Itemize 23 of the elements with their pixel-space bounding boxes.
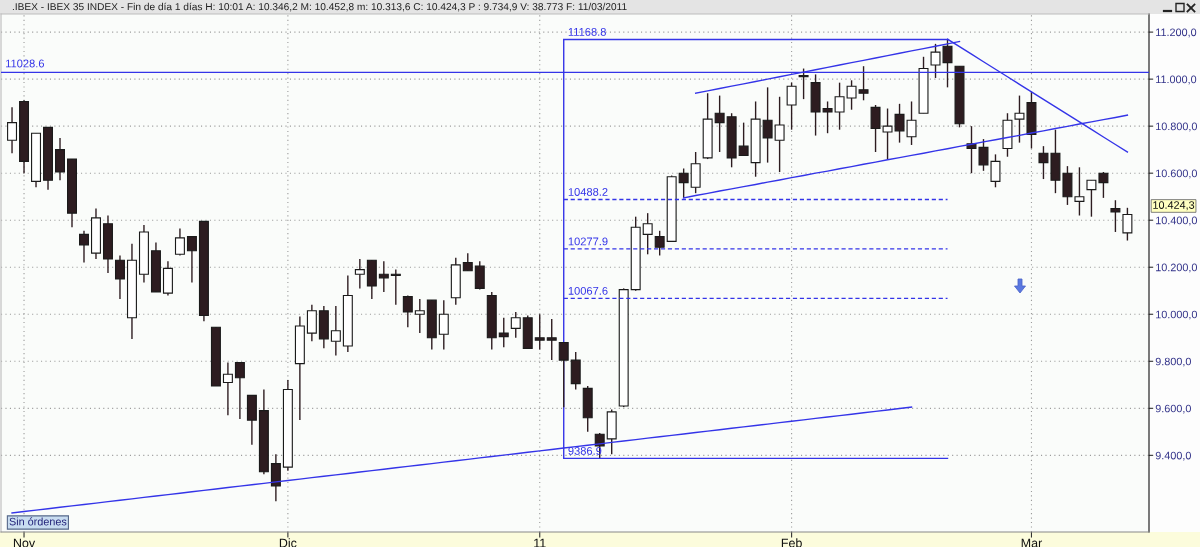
ref-line-label: 11028.6 <box>6 59 45 68</box>
x-tick-label: Dic <box>279 538 297 547</box>
series-label: 10277.9 <box>568 237 608 246</box>
x-tick-label: Feb <box>781 538 802 547</box>
y-tick-label: 9.600,0 <box>1155 404 1191 414</box>
y-tick-label: 10.800,0 <box>1156 122 1197 132</box>
text: 10.424,3 <box>1153 201 1195 211</box>
series-label: 10488.2 <box>568 188 608 196</box>
y-tick-label: 11.200,0 <box>1156 28 1197 38</box>
y-tick-label: 11.000,0 <box>1156 75 1197 85</box>
y-tick-label: 10.600,0 <box>1156 169 1197 179</box>
x-tick-label: 11 <box>534 538 546 547</box>
chart-title: .IBEX - IBEX 35 INDEX - Fin de día 1 días H: 10:01 A: 10.346,2 M: 10.452,8 m: 10.313,6 C: 10.424,3 P : 9.734,9 V: 38.773 F: 11/03/2011 <box>12 2 627 12</box>
x-tick-label: Nov <box>13 538 36 547</box>
y-tick-label: 10.000,0 <box>1156 310 1197 320</box>
series-label: 11168.8 <box>568 27 606 36</box>
y-tick-label: 9.800,0 <box>1155 357 1191 367</box>
y-tick-label: 9.400,0 <box>1155 451 1191 461</box>
annotation: Sin órdenes <box>9 517 67 526</box>
y-tick-label: 10.200,0 <box>1156 263 1197 273</box>
series-label: 10067.6 <box>568 286 608 295</box>
y-tick-label: 10.400,0 <box>1156 216 1197 226</box>
x-tick-label: Mar <box>1021 538 1043 547</box>
